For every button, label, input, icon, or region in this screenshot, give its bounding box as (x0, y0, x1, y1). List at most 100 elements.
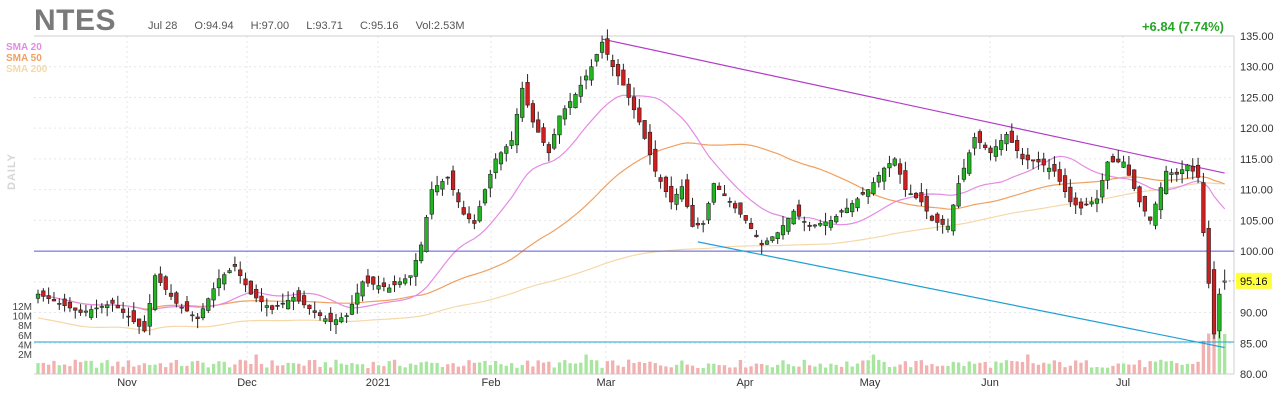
candle-body (349, 304, 355, 315)
volume-bar (871, 354, 876, 374)
volume-bar (690, 365, 695, 374)
candle-body (578, 84, 583, 97)
volume-bar (818, 363, 822, 374)
candle-body (983, 144, 988, 148)
volume-bar (478, 362, 482, 374)
volume-bar (978, 362, 982, 374)
volume-bar (956, 362, 961, 374)
y-tick-label: 125.00 (1240, 92, 1274, 104)
candle-body (482, 189, 488, 204)
volume-bar (802, 359, 806, 374)
candle-body (238, 269, 243, 276)
volume-bar (52, 360, 56, 374)
candle-body (200, 308, 206, 319)
volume-bar (1116, 363, 1120, 374)
stat-date: Jul 28 (148, 20, 178, 32)
volume-bar (419, 362, 423, 374)
volume-bar (446, 364, 450, 374)
candle-body (631, 96, 637, 111)
candle-body (1020, 153, 1025, 160)
candle-body (1062, 175, 1068, 192)
volume-bar (898, 364, 902, 374)
volume-bar (520, 365, 524, 374)
candle-body (770, 236, 775, 241)
volume-bar (1042, 362, 1046, 374)
volume-bar (728, 367, 732, 374)
candle-body (552, 134, 557, 149)
candle-body (1195, 164, 1201, 178)
candle-body (669, 185, 674, 203)
stat-low: L:93.71 (306, 20, 343, 32)
x-tick-label: May (860, 377, 881, 389)
volume-bar (696, 367, 700, 374)
candle-body (1084, 203, 1089, 206)
volume-bar (137, 365, 141, 374)
volume-bar (669, 367, 673, 374)
candle-body (184, 301, 190, 312)
volume-bar (994, 361, 998, 374)
volume-bar (376, 365, 381, 374)
volume-bar (1052, 360, 1057, 374)
x-tick-label: Apr (736, 377, 753, 389)
candle-body (568, 101, 573, 108)
candle-body (834, 215, 839, 223)
candle-body (701, 223, 706, 225)
volume-bar (41, 362, 45, 374)
candle-body (397, 281, 402, 285)
volume-bar (637, 361, 641, 374)
stat-close: C:95.16 (359, 20, 399, 32)
candle-body (855, 198, 860, 209)
candle-body (818, 223, 823, 226)
volume-bar (563, 360, 567, 374)
candle-body (248, 280, 253, 295)
volume-bar (909, 367, 913, 374)
stat-open: O:94.94 (194, 20, 234, 32)
legend-sma50: SMA 50 (6, 53, 42, 64)
legend-sma200: SMA 200 (6, 64, 48, 75)
candle-body (866, 189, 871, 197)
volume-bar (797, 366, 801, 374)
candle-body (376, 285, 381, 290)
candle-body (365, 275, 371, 284)
candle-body (419, 244, 424, 262)
candle-body (158, 273, 163, 283)
volume-axis-label: 6M (18, 331, 32, 342)
candle-body (403, 278, 408, 284)
volume-bar (791, 366, 796, 374)
volume-bar (493, 360, 498, 374)
legend-sma20: SMA 20 (6, 42, 42, 53)
candle-body (1030, 159, 1036, 162)
candle-body (1089, 201, 1094, 205)
volume-bar (1212, 334, 1216, 374)
volume-bar (845, 361, 849, 374)
volume-bar (116, 361, 120, 374)
candle-body (903, 170, 908, 190)
candle-body (41, 290, 46, 297)
volume-bar (1063, 367, 1067, 374)
candle-body (802, 221, 807, 223)
candle-body (1211, 269, 1217, 335)
volume-bar (318, 366, 322, 374)
candle-body (732, 203, 738, 209)
volume-bar (903, 361, 908, 374)
volume-bar (227, 367, 232, 374)
volume-bar (164, 367, 168, 374)
volume-bar (94, 367, 99, 374)
volume-bar (882, 361, 886, 374)
volume-bar (1185, 363, 1190, 374)
candle-body (1015, 140, 1020, 152)
candle-body (807, 224, 812, 227)
volume-bar (807, 365, 812, 374)
volume-bar (254, 354, 258, 374)
candle-body (434, 185, 440, 193)
volume-bar (919, 360, 924, 374)
volume-bar (249, 364, 253, 374)
candle-body (211, 288, 216, 301)
volume-bar (366, 368, 370, 374)
volume-bar (1058, 362, 1062, 374)
candle-body (291, 296, 296, 302)
x-tick-label: Feb (482, 377, 501, 389)
candle-body (280, 302, 285, 305)
volume-bar (350, 363, 354, 374)
candle-body (775, 232, 780, 239)
